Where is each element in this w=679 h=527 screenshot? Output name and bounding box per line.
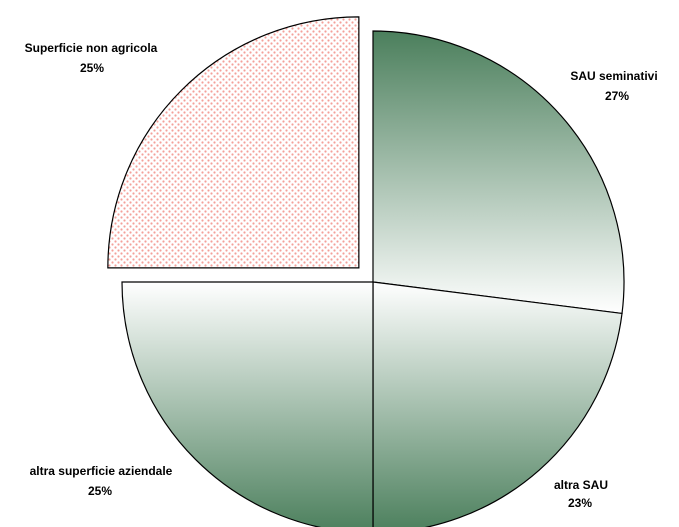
slice-label-sau-seminativi: SAU seminativi <box>570 69 657 83</box>
slice-label-altra-sau: altra SAU <box>554 478 608 492</box>
slice-value-sau-seminativi: 27% <box>605 89 629 103</box>
slice-value-superficie-non-agricola: 25% <box>80 61 104 75</box>
slice-label-altra-superficie-aziendale: altra superficie aziendale <box>30 464 173 478</box>
slice-value-altra-sau: 23% <box>568 496 592 510</box>
slice-value-altra-superficie-aziendale: 25% <box>88 484 112 498</box>
slice-altra-superficie-aziendale <box>122 282 373 527</box>
slice-label-superficie-non-agricola: Superficie non agricola <box>25 41 158 55</box>
